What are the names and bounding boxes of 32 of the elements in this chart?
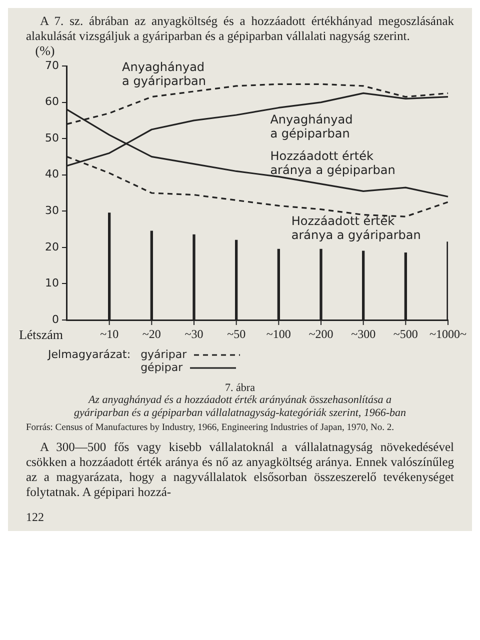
y-tick-label: 40 [44,168,59,181]
y-tick-label: 0 [52,312,59,326]
text: gyáripar [140,348,188,361]
series-label: Hozzáadott érték aránya a gyáriparban [291,214,421,242]
series-label: Anyaghányad a gyáriparban [122,60,206,88]
x-tick-label: ~1000~ [430,327,467,342]
text: A 7. sz. ábrában az anyagköltség és a hozzáadott értékhányad megoszlásának alakulását vizsgáljuk a gyáriparban és a gépiparban vállalati nagyság szerint. [25,14,455,44]
y-tick-label: 30 [44,204,59,217]
legend-title: Jelmagyarázat: [48,348,131,363]
x-tick-label: ~50 [227,327,246,342]
series-label: Hozzáadott érték aránya a gépiparban [270,148,396,177]
x-tick-label: ~100 [266,327,291,342]
text: Forrás: Census of Manufactures by Industry, 1966, Engineering Industries of Japan, 1970, No. 2. [25,422,395,435]
y-tick-label: 50 [44,131,59,144]
series-label: Anyaghányad a gépiparban [270,112,353,141]
x-tick-label: ~300 [351,327,376,342]
y-tick-label: 10 [44,276,59,290]
x-axis-title: Létszám [18,326,63,342]
text: Az anyaghányad és a hozzáadott érték arányának összehasonlítása a gyáriparban és a gépiparban vállalatnagyság-kategóriák szerint, 1966-ban [72,394,408,420]
text: 122 [25,509,45,525]
x-tick-label: ~500 [393,327,418,342]
text: 7. ábra [224,382,256,394]
y-tick-label: 60 [44,95,59,108]
x-tick-label: ~10 [100,327,119,342]
x-tick-label: ~200 [308,327,334,342]
y-axis-title: (%) [35,42,55,58]
text: A 300—500 fős vagy kisebb vállalatoknál a vállalatnagyság növekedésével csökken a hozzáadott érték aránya és nő az anyagköltség aránya. Ennek valószínűleg az a magyarázata, hogy a nagyvállalatok elsősorban összeszerelő tevékenységet folytatnak. A gépipari hozzá- [25,439,455,500]
y-tick-label: 70 [44,58,59,72]
x-tick-label: ~30 [184,327,204,342]
y-tick-label: 20 [44,240,59,254]
text: gépipar [140,361,184,374]
x-tick-label: ~20 [142,327,161,342]
